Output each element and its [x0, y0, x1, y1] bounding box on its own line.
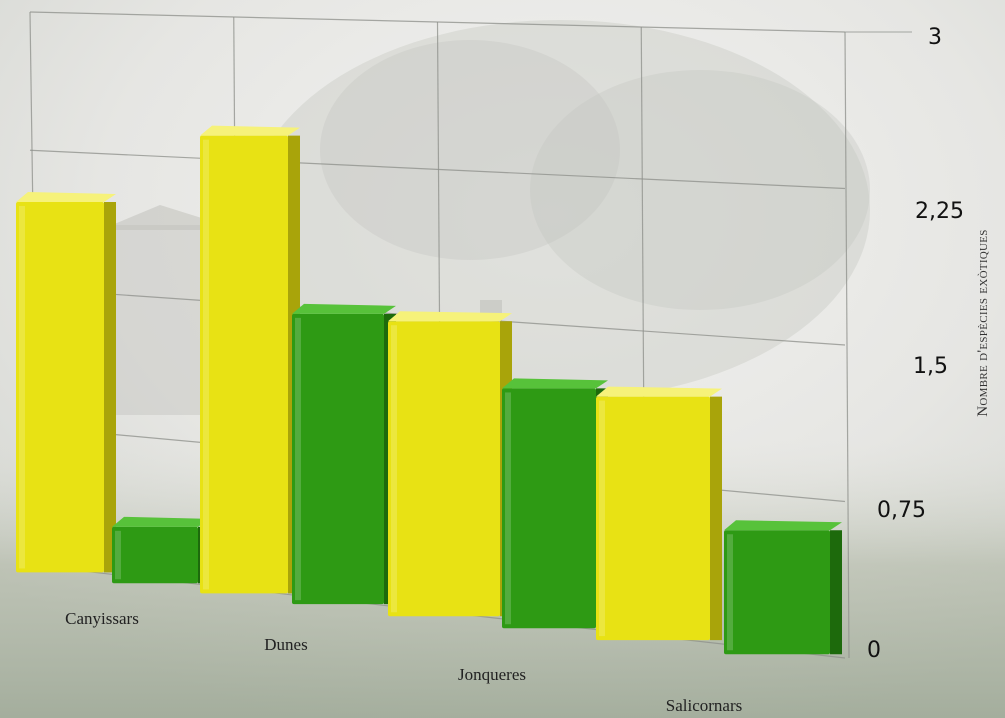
bar-front	[502, 388, 596, 629]
x-axis-labels: Canyissars Dunes Jonqueres Salicornars	[65, 609, 742, 715]
bar-highlight	[505, 392, 511, 625]
x-tick-label: Canyissars	[65, 609, 139, 628]
y-tick-label: 0,75	[877, 498, 926, 523]
y-axis-ticks: 0 0,75 1,5 2,25 3	[867, 25, 964, 663]
bar-highlight	[727, 534, 733, 651]
bar-side	[104, 201, 116, 573]
bar-front	[292, 313, 384, 605]
bar-top	[16, 191, 116, 202]
chart-bars	[16, 125, 842, 655]
bar-side	[830, 530, 842, 655]
y-tick-label: 1,5	[913, 354, 948, 379]
bar-front	[388, 321, 500, 617]
bar-salicornars-s1	[596, 386, 722, 641]
y-axis-label: Nombre d'espècies exòtiques	[975, 229, 991, 416]
bar-front	[200, 135, 288, 594]
bar-top	[200, 125, 300, 136]
bar-salicornars-s2	[724, 520, 842, 655]
bar-top	[388, 311, 512, 322]
bar-front	[596, 396, 710, 641]
bar-dunes-s2	[292, 303, 396, 605]
x-tick-label: Salicornars	[666, 696, 742, 715]
bar-jonqueres-s2	[502, 378, 608, 629]
bar-front	[112, 526, 198, 584]
gridline-horizontal	[29, 149, 846, 190]
gridline-vertical	[844, 31, 850, 659]
bar-side	[710, 396, 722, 641]
bar-top	[724, 520, 842, 531]
bar-top	[502, 378, 608, 389]
bar-canyissars-s2	[112, 516, 210, 584]
bar-highlight	[391, 325, 397, 613]
bar-top	[596, 386, 722, 397]
bar-front	[16, 201, 104, 573]
bar-highlight	[599, 400, 605, 637]
bar-highlight	[203, 139, 209, 590]
bar-highlight	[295, 317, 301, 601]
y-tick-label: 0	[867, 638, 881, 663]
bar-top	[292, 303, 396, 314]
bar-highlight	[19, 205, 25, 569]
x-tick-label: Jonqueres	[458, 665, 526, 684]
bar-highlight	[115, 530, 121, 580]
bar-front	[724, 530, 830, 655]
bar-canyissars-s1	[16, 191, 116, 573]
y-tick-label: 3	[928, 25, 942, 50]
bar-dunes-s1	[200, 125, 300, 594]
y-tick-label: 2,25	[915, 199, 964, 224]
bar-jonqueres-s1	[388, 311, 512, 617]
bar-top	[112, 516, 210, 527]
x-tick-label: Dunes	[264, 635, 307, 654]
